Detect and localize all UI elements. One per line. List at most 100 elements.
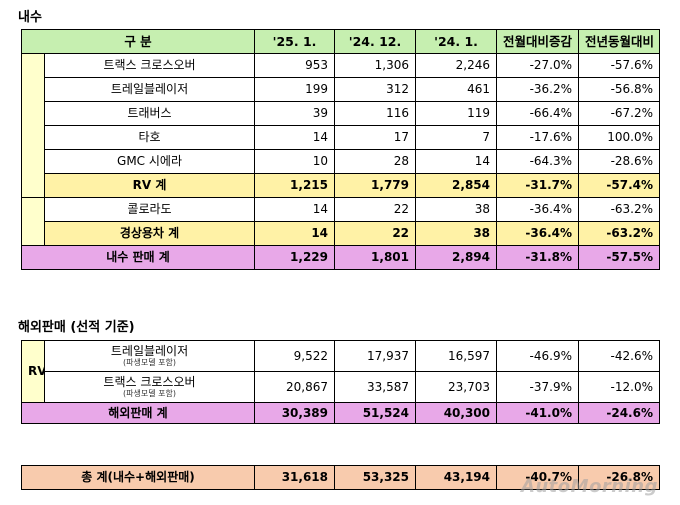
cell: 38 (415, 197, 498, 222)
cell: -66.4% (496, 101, 580, 126)
cell: 14 (254, 221, 336, 246)
model-name: 트랙스 크로스오버 (103, 375, 196, 389)
domestic-total-row: 내수 판매 계 1,229 1,801 2,894 -31.8% -57.5% (20, 245, 661, 270)
cell: 43,194 (415, 465, 497, 490)
cell: 1,229 (254, 245, 336, 270)
cell: -37.9% (496, 371, 579, 403)
table-row: 트래버스 39 116 119 -66.4% -67.2% (22, 101, 661, 126)
cell: 199 (254, 77, 336, 102)
cell: 116 (334, 101, 417, 126)
grand-total-row: 총 계(내수+해외판매) 31,618 53,325 43,194 -40.7%… (21, 465, 660, 490)
cell: 14 (415, 149, 498, 174)
model-name: GMC 시에라 (43, 149, 256, 174)
cell: 40,300 (415, 402, 497, 424)
cell: 30,389 (254, 402, 335, 424)
cell: 7 (415, 125, 498, 150)
cell: -41.0% (496, 402, 579, 424)
cell: 17,937 (334, 340, 416, 372)
cell: -36.4% (496, 221, 580, 246)
model-name: 트랙스 크로스오버 (43, 53, 256, 78)
cell: 28 (334, 149, 417, 174)
cell: 20,867 (254, 371, 335, 403)
model-name: 트레일블레이저 (110, 344, 189, 358)
model-name: 트래버스 (43, 101, 256, 126)
cell: -42.6% (578, 340, 660, 372)
grand-total-label: 총 계(내수+해외판매) (21, 465, 255, 490)
cell: -17.6% (496, 125, 580, 150)
cell: 312 (334, 77, 417, 102)
model-name: 콜로라도 (43, 197, 256, 222)
cell: -46.9% (496, 340, 579, 372)
header-row: 구 분 '25. 1. '24. 12. '24. 1. 전월대비증감 전년동월… (20, 29, 661, 54)
cell: 2,246 (415, 53, 498, 78)
cell: -57.4% (578, 173, 661, 198)
cell: 2,894 (415, 245, 498, 270)
cell: 100.0% (578, 125, 661, 150)
cell: 33,587 (334, 371, 416, 403)
cell: 1,801 (334, 245, 417, 270)
total-label: 해외판매 계 (21, 402, 255, 424)
cv-group-cell (21, 197, 45, 246)
header-col-4: 전월대비증감 (496, 29, 580, 54)
cell: -57.6% (578, 53, 661, 78)
cell: 2,854 (415, 173, 498, 198)
table-row: 트랙스 크로스오버 953 1,306 2,246 -27.0% -57.6% (21, 53, 661, 198)
header-col-5: 전년동월대비 (578, 29, 661, 54)
cell: -36.4% (496, 197, 580, 222)
total-label: 내수 판매 계 (20, 245, 256, 270)
cell: -31.7% (496, 173, 580, 198)
cell: 23,703 (415, 371, 497, 403)
cell: 16,597 (415, 340, 497, 372)
rv-subtotal-row: RV 계 1,215 1,779 2,854 -31.7% -57.4% (22, 173, 661, 198)
table-row: GMC 시에라 10 28 14 -64.3% -28.6% (22, 149, 661, 174)
model-name: 트레일블레이저 (43, 77, 256, 102)
cell: -28.6% (578, 149, 661, 174)
cell: -67.2% (578, 101, 661, 126)
overseas-sales-table: RV 트레일블레이저 (파생모델 포함) 9,522 17,937 16,597… (21, 340, 660, 424)
overseas-total-row: 해외판매 계 30,389 51,524 40,300 -41.0% -24.6… (21, 402, 660, 424)
subtotal-label: 경상용차 계 (43, 221, 256, 246)
table-row: 트랙스 크로스오버 (파생모델 포함) 20,867 33,587 23,703… (22, 371, 660, 403)
cv-subtotal-row: 경상용차 계 14 22 38 -36.4% -63.2% (22, 221, 661, 246)
cell: 119 (415, 101, 498, 126)
cell: 953 (254, 53, 336, 78)
model-name: 타호 (43, 125, 256, 150)
subtotal-label: RV 계 (43, 173, 256, 198)
cell: 22 (334, 197, 417, 222)
cell: 14 (254, 197, 336, 222)
cell: 38 (415, 221, 498, 246)
cell: -64.3% (496, 149, 580, 174)
header-col-2: '24. 12. (334, 29, 417, 54)
cell: -31.8% (496, 245, 580, 270)
table-row: 콜로라도 14 22 38 -36.4% -63.2% (21, 197, 661, 246)
cell: 17 (334, 125, 417, 150)
cell: -63.2% (578, 221, 661, 246)
cell: 1,215 (254, 173, 336, 198)
cell: -24.6% (578, 402, 660, 424)
header-category: 구 분 (20, 29, 256, 54)
table-row: 트레일블레이저 199 312 461 -36.2% -56.8% (22, 77, 661, 102)
cell: 461 (415, 77, 498, 102)
table-row: RV 트레일블레이저 (파생모델 포함) 9,522 17,937 16,597… (21, 340, 660, 403)
cell: -36.2% (496, 77, 580, 102)
model-cell: 트레일블레이저 (파생모델 포함) (44, 340, 255, 372)
cell: -63.2% (578, 197, 661, 222)
rv-group-label: RV (21, 340, 45, 403)
cell: 39 (254, 101, 336, 126)
cell: -56.8% (578, 77, 661, 102)
cell: -12.0% (578, 371, 660, 403)
overseas-section-title: 해외판매 (선적 기준) (18, 320, 135, 335)
cell: -40.7% (496, 465, 579, 490)
watermark-logo: AutoMorning (520, 476, 658, 497)
grand-total-table: 총 계(내수+해외판매) 31,618 53,325 43,194 -40.7%… (21, 465, 660, 490)
domestic-sales-table: 구 분 '25. 1. '24. 12. '24. 1. 전월대비증감 전년동월… (20, 29, 661, 270)
cell: 14 (254, 125, 336, 150)
cell: 22 (334, 221, 417, 246)
cell: -27.0% (496, 53, 580, 78)
model-note: (파생모델 포함) (123, 389, 176, 398)
rv-group-cell (21, 53, 45, 198)
cell: -57.5% (578, 245, 661, 270)
model-cell: 트랙스 크로스오버 (파생모델 포함) (44, 371, 255, 403)
header-col-3: '24. 1. (415, 29, 498, 54)
cell: 9,522 (254, 340, 335, 372)
